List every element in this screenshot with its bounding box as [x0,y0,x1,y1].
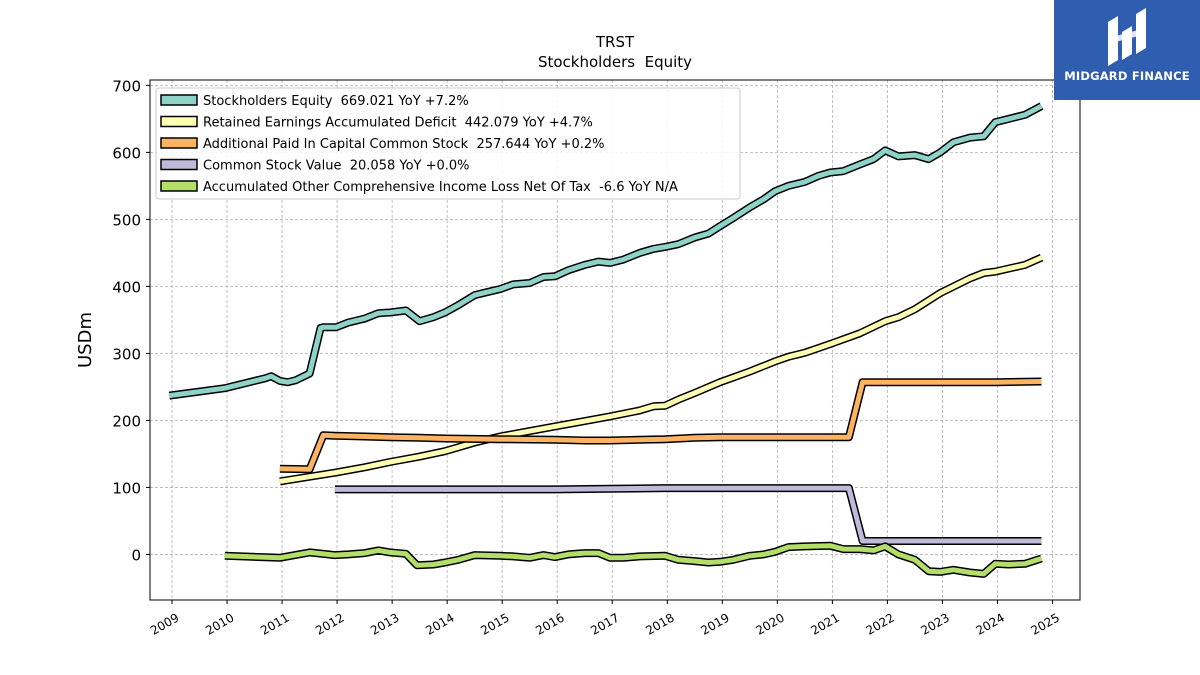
series-outline [334,484,1042,545]
x-tick-label: 2010 [203,610,236,637]
y-tick-label: 600 [112,144,141,162]
legend-label: Accumulated Other Comprehensive Income L… [203,180,678,195]
x-tick-label: 2013 [368,610,401,637]
series-path [168,103,1043,399]
legend-swatch [160,94,198,106]
series-line-4 [224,541,1043,578]
x-tick-label: 2020 [753,610,786,637]
y-tick-label: 100 [112,479,141,497]
series-outline [279,377,1042,474]
series-outline [279,253,1044,486]
legend-box [155,87,741,200]
y-tick-label: 400 [112,278,141,296]
x-tick-label: 2024 [974,610,1007,637]
x-tick-label: 2018 [643,610,676,637]
x-tick-label: 2025 [1029,610,1062,637]
series-outline [224,541,1043,578]
y-tick-label: 200 [112,412,141,430]
series-path [334,485,1042,544]
y-tick-label: 700 [112,77,141,95]
legend-swatch [160,137,198,149]
series-path [279,379,1042,472]
legend-label: Common Stock Value 20.058 YoY +0.0% [203,159,470,174]
y-tick-label: 500 [112,211,141,229]
x-tick-label: 2009 [148,610,181,637]
x-tick-label: 2015 [478,610,511,637]
series-line-0 [168,102,1044,400]
legend: Stockholders Equity 669.021 YoY +7.2% Ret… [155,87,741,200]
brand-name: MIDGARD FINANCE [1064,69,1190,83]
x-tick-label: 2023 [918,610,951,637]
legend-swatch [160,115,198,128]
x-tick-label: 2011 [258,610,291,637]
legend-swatch [160,158,198,171]
chart-title: TRST [595,33,635,51]
plot-frame [149,79,1081,601]
brand-logo: MIDGARD FINANCE [1054,0,1200,100]
x-tick-label: 2016 [533,610,566,637]
series-layer [168,102,1044,578]
legend-swatch [160,180,198,192]
x-tick-label: 2021 [808,610,841,637]
series-line-3 [334,484,1042,545]
chart-subtitle: Stockholders Equity [538,53,692,71]
x-tick-label: 2019 [698,610,731,637]
x-tick-label: 2014 [423,610,456,637]
series-line-1 [279,253,1044,486]
x-tick-label: 2017 [588,610,621,637]
legend-label: Retained Earnings Accumulated Deficit 44… [203,116,593,131]
y-tick-label: 0 [131,546,141,564]
legend-label: Stockholders Equity 669.021 YoY +7.2% [203,94,469,109]
series-path [279,255,1043,484]
series-line-2 [279,377,1042,474]
y-axis-label: USDm [75,312,96,368]
midgard-logo-icon [1108,8,1146,66]
y-tick-label: 300 [112,345,141,363]
x-tick-label: 2022 [863,610,896,637]
x-tick-label: 2012 [313,610,346,637]
legend-label: Additional Paid In Capital Common Stock … [203,137,605,152]
series-path [224,543,1043,577]
